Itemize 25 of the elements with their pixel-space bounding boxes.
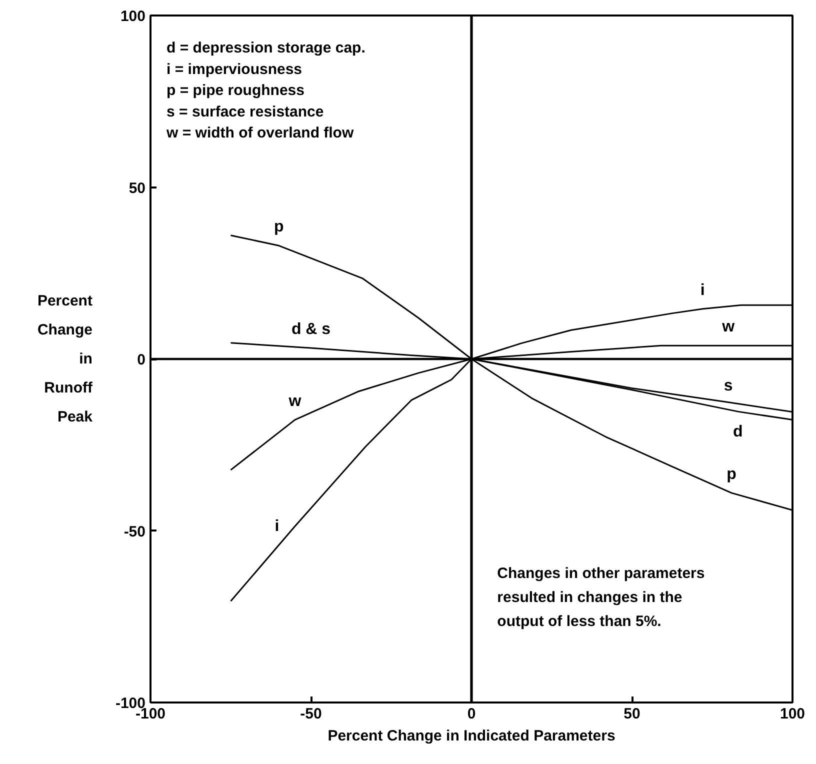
- y-tick-label: 50: [128, 180, 146, 197]
- annotation: p: [726, 466, 737, 483]
- annotation: i = imperviousness: [166, 60, 302, 78]
- annotation: d = depression storage cap.: [166, 40, 366, 57]
- annotation: d & s: [291, 321, 331, 338]
- x-tick-label: 0: [467, 706, 476, 722]
- annotation: d: [733, 424, 743, 441]
- x-tick-label: 50: [624, 706, 640, 722]
- y-axis-title: Percent Change in Runoff Peak: [37, 292, 94, 426]
- annotation: Changes in other parameters resulted in changes in the output of less than 5%.: [497, 565, 705, 630]
- x-axis-title: Percent Change in Indicated Parameters: [328, 728, 616, 744]
- annotation: i: [274, 518, 280, 535]
- annotation: p: [274, 218, 284, 236]
- x-tick-label: -50: [300, 706, 322, 722]
- y-tick-label: -50: [124, 523, 146, 540]
- y-tick-label: 0: [137, 352, 146, 368]
- annotation: s: [724, 377, 733, 394]
- annotation: w: [288, 392, 302, 410]
- y-tick-label: 100: [120, 8, 146, 25]
- annotation: s = surface resistance: [166, 103, 324, 120]
- x-tick-label: 100: [780, 706, 806, 722]
- annotation: w: [721, 318, 736, 336]
- annotation: w = width of overland flow: [166, 124, 354, 142]
- annotation: i: [700, 282, 705, 299]
- annotation: p = pipe roughness: [166, 82, 304, 100]
